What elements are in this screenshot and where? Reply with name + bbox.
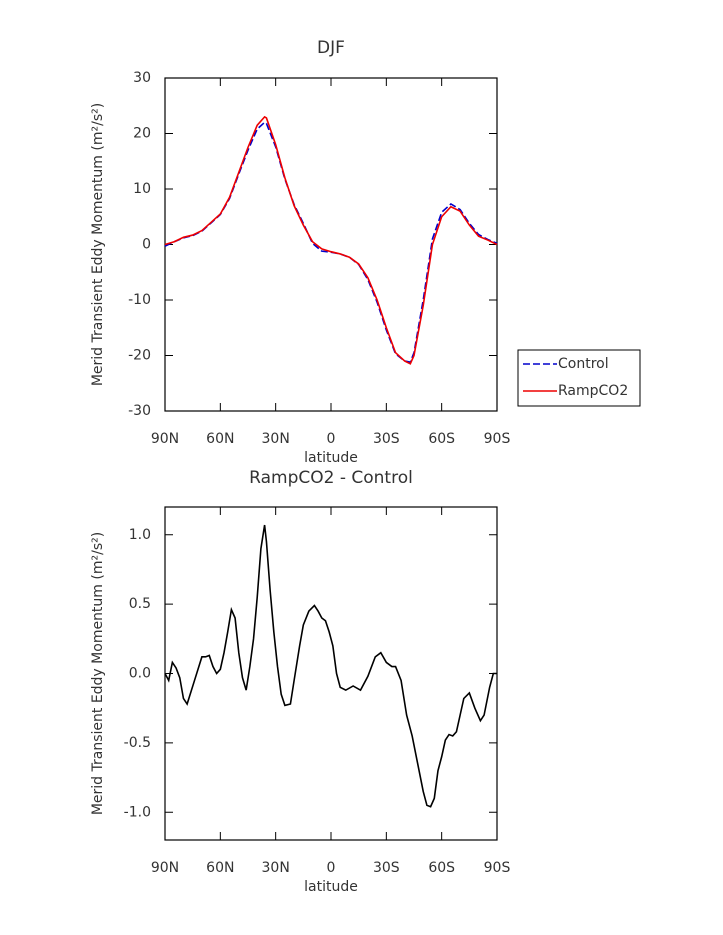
y-axis-label: Merid Transient Eddy Momentum (m²/s²): [90, 103, 106, 386]
x-tick-label: 90N: [151, 860, 179, 876]
y-tick-label: 0.0: [129, 666, 151, 682]
y-tick-label: 10: [133, 181, 151, 197]
data-line: [164, 121, 498, 364]
x-tick-label: 30N: [262, 860, 290, 876]
y-axis-label: Merid Transient Eddy Momentum (m²/s²): [90, 532, 106, 815]
x-tick-label: 30N: [262, 431, 290, 447]
y-tick-label: 1.0: [129, 527, 151, 543]
x-tick-label: 60S: [428, 860, 455, 876]
x-tick-label: 60N: [206, 431, 234, 447]
y-tick-label: 20: [133, 126, 151, 142]
x-tick-label: 30S: [373, 860, 400, 876]
y-tick-label: -30: [128, 403, 151, 419]
y-tick-label: -10: [128, 292, 151, 308]
data-line: [164, 524, 497, 808]
y-tick-label: 0.5: [129, 596, 151, 612]
x-tick-label: 30S: [373, 431, 400, 447]
plot-frame: [164, 506, 498, 841]
x-tick-label: 90N: [151, 431, 179, 447]
x-tick-label: 0: [327, 431, 336, 447]
chart-title: DJF: [317, 38, 345, 58]
plot-frame: [164, 77, 498, 412]
x-tick-label: 60N: [206, 860, 234, 876]
legend-label: RampCO2: [558, 383, 628, 399]
x-tick-label: 90S: [484, 860, 511, 876]
y-tick-label: -1.0: [124, 804, 151, 820]
x-tick-label: 0: [327, 860, 336, 876]
x-tick-label: 60S: [428, 431, 455, 447]
y-tick-label: 0: [142, 237, 151, 253]
y-tick-label: -20: [128, 348, 151, 364]
x-tick-label: 90S: [484, 431, 511, 447]
x-axis-label: latitude: [304, 450, 358, 466]
y-tick-label: -0.5: [124, 735, 151, 751]
x-axis-label: latitude: [304, 879, 358, 895]
legend-label: Control: [558, 356, 609, 372]
y-tick-label: 30: [133, 70, 151, 86]
legend-box: [517, 349, 641, 407]
data-line: [164, 115, 498, 365]
chart-title: RampCO2 - Control: [249, 468, 413, 488]
